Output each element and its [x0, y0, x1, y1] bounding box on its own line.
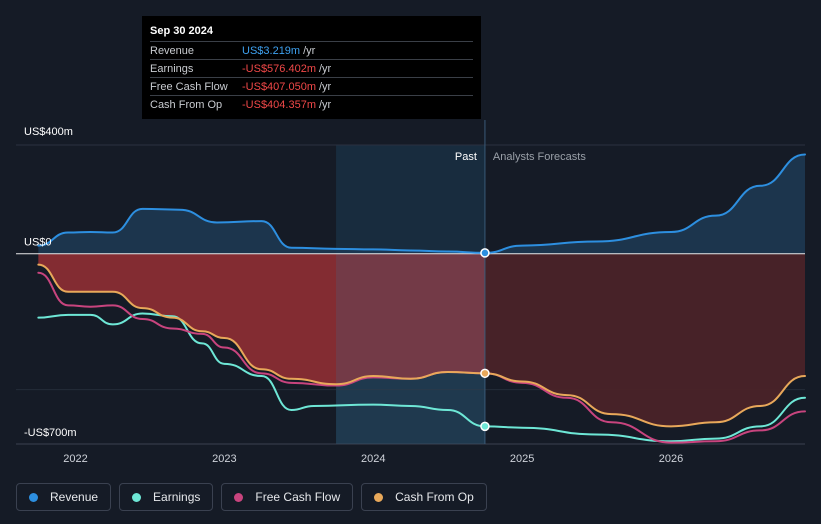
legend-item-cash-from-op[interactable]: Cash From Op	[361, 483, 487, 511]
x-tick-label: 2026	[659, 453, 683, 465]
past-label: Past	[455, 151, 477, 163]
chart-areas	[16, 120, 805, 444]
chart-markers	[480, 248, 490, 432]
tooltip-row-earnings: Earnings -US$576.402m /yr	[150, 59, 473, 77]
tooltip-value: -US$404.357m	[242, 98, 316, 111]
x-tick-label: 2025	[510, 453, 534, 465]
tooltip-row-cash-from-op: Cash From Op -US$404.357m /yr	[150, 95, 473, 113]
legend-label: Free Cash Flow	[255, 490, 341, 504]
tooltip-date: Sep 30 2024	[150, 25, 213, 37]
chart-lines	[37, 153, 806, 444]
negative-area-forecast	[484, 253, 805, 427]
tooltip-label: Revenue	[150, 44, 195, 57]
legend-dot-icon	[29, 492, 38, 502]
y-label-zero: US$0	[24, 237, 52, 249]
x-tick-label: 2024	[361, 453, 385, 465]
legend-item-earnings[interactable]: Earnings	[119, 483, 214, 511]
legend-label: Revenue	[50, 490, 99, 504]
tooltip-value: -US$576.402m	[242, 62, 316, 75]
legend-item-revenue[interactable]: Revenue	[16, 483, 112, 511]
tooltip-label: Earnings	[150, 62, 194, 75]
negative-area-past	[38, 253, 485, 385]
x-tick-label: 2023	[212, 453, 236, 465]
series-line-revenue	[37, 153, 806, 254]
tooltip-unit: /yr	[319, 98, 332, 111]
tooltip-label: Cash From Op	[150, 98, 223, 111]
tooltip-unit: /yr	[303, 44, 316, 57]
revenue-area	[38, 154, 805, 254]
legend-label: Earnings	[153, 490, 201, 504]
marker-earnings	[480, 421, 490, 432]
legend-label: Cash From Op	[395, 490, 474, 504]
marker-revenue	[480, 248, 490, 258]
forecast-label: Analysts Forecasts	[493, 151, 586, 163]
tooltip-unit: /yr	[319, 80, 332, 93]
tooltip-label: Free Cash Flow	[150, 80, 228, 93]
tooltip-value: US$3.219m	[242, 44, 301, 57]
series-line-free-cash-flow	[37, 271, 806, 444]
legend-dot-icon	[374, 492, 384, 502]
tooltip-row-revenue: Revenue US$3.219m /yr	[150, 41, 473, 59]
legend: Revenue Earnings Free Cash Flow Cash Fro…	[16, 483, 487, 511]
x-tick-label: 2022	[63, 453, 87, 465]
tooltip-row-free-cash-flow: Free Cash Flow -US$407.050m /yr	[150, 77, 473, 95]
tooltip: Sep 30 2024 Revenue US$3.219m /yr Earnin…	[142, 16, 481, 119]
y-label-top: US$400m	[24, 126, 73, 138]
legend-dot-icon	[234, 492, 244, 502]
legend-item-free-cash-flow[interactable]: Free Cash Flow	[221, 483, 354, 511]
series-line-earnings	[37, 312, 806, 443]
legend-dot-icon	[132, 492, 142, 502]
series-line-cash-from-op	[37, 263, 806, 428]
chart-labels: US$400m US$0 -US$700m 2022 2023 2024 2025 2026 P…	[24, 126, 683, 465]
marker-cash-from-op	[480, 368, 490, 379]
tooltip-unit: /yr	[319, 62, 332, 75]
tooltip-value: -US$407.050m	[242, 80, 316, 93]
y-label-bottom: -US$700m	[24, 427, 77, 439]
